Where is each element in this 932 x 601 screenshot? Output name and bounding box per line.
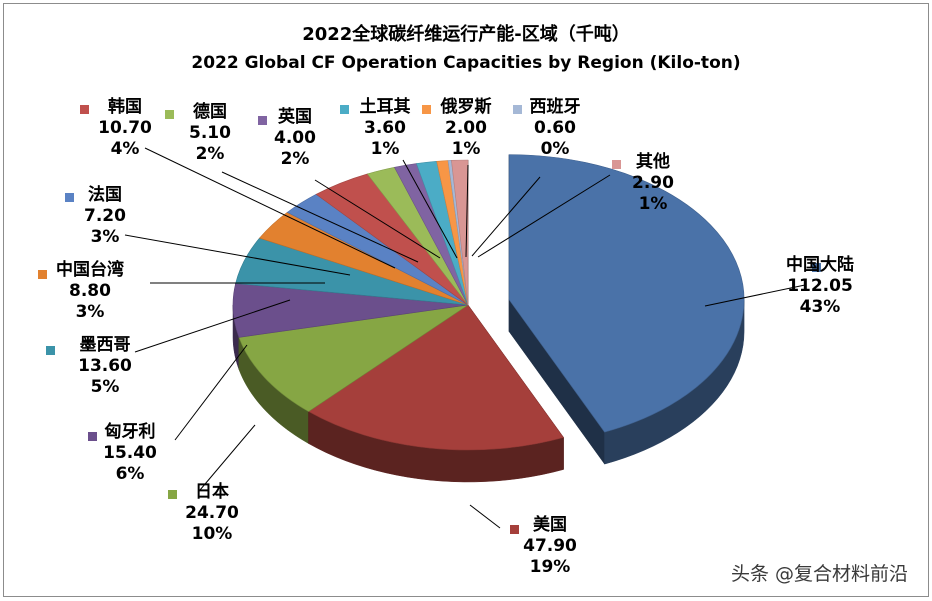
slice-label-value: 13.60 xyxy=(78,356,132,376)
slice-label-value: 5.10 xyxy=(189,123,231,143)
slice-label-name: 匈牙利 xyxy=(104,421,156,442)
leader-line xyxy=(477,174,611,258)
leader-line xyxy=(134,299,291,353)
slice-label-pct: 43% xyxy=(800,297,841,317)
label-swatch xyxy=(513,105,522,114)
slice-label-name: 墨西哥 xyxy=(80,335,131,355)
slice-label-name: 德国 xyxy=(193,101,227,122)
slice-label-name: 中国大陆 xyxy=(786,254,854,275)
slice-label-value: 47.90 xyxy=(523,536,577,556)
label-swatch xyxy=(612,160,621,169)
slice-label-pct: 1% xyxy=(452,139,481,159)
pie-tops xyxy=(232,154,745,451)
leader-line xyxy=(469,504,501,529)
label-swatch xyxy=(65,193,74,202)
label-swatch xyxy=(46,346,55,355)
slice-label-value: 8.80 xyxy=(69,281,111,301)
slice-1 xyxy=(308,304,565,451)
label-swatch xyxy=(168,490,177,499)
slice-label-value: 7.20 xyxy=(84,206,126,226)
slice-label-name: 韩国 xyxy=(108,96,142,117)
slice-label-pct: 2% xyxy=(281,149,310,169)
slice-label-name: 土耳其 xyxy=(360,96,411,117)
leader-line xyxy=(704,284,806,307)
leader-line xyxy=(314,179,441,259)
slice-label-value: 4.00 xyxy=(274,128,316,148)
slice-label-pct: 0% xyxy=(541,139,570,159)
label-swatch xyxy=(422,105,431,114)
slice-13 xyxy=(451,159,469,306)
slice-2 xyxy=(238,304,469,412)
leader-line xyxy=(124,234,351,276)
slice-label-name: 中国台湾 xyxy=(56,259,124,280)
label-swatch xyxy=(80,105,89,114)
slice-label-pct: 2% xyxy=(196,144,225,164)
slice-label-pct: 1% xyxy=(371,139,400,159)
slice-label-value: 10.70 xyxy=(98,118,152,138)
watermark: 头条 @复合材料前沿 xyxy=(731,563,908,585)
slice-0 xyxy=(508,154,745,433)
leader-line xyxy=(174,344,248,441)
slice-label-name: 日本 xyxy=(195,481,229,502)
chart-title: 2022全球碳纤维运行产能-区域（千吨） xyxy=(302,23,630,45)
slice-label-value: 2.90 xyxy=(632,173,674,193)
label-swatch xyxy=(165,110,174,119)
leader-line xyxy=(144,147,396,269)
leader-line xyxy=(402,159,458,259)
slice-label-pct: 4% xyxy=(111,139,140,159)
slice-label-value: 112.05 xyxy=(787,276,853,296)
label-swatch xyxy=(88,432,97,441)
slice-label-name: 美国 xyxy=(533,514,567,535)
leader-line xyxy=(465,164,469,258)
label-swatch xyxy=(340,105,349,114)
slice-label-pct: 10% xyxy=(192,524,233,544)
slice-label-name: 英国 xyxy=(278,106,312,127)
leader-line xyxy=(471,176,541,257)
leader-line xyxy=(199,424,256,491)
slice-label-name: 法国 xyxy=(88,184,122,205)
leader-line xyxy=(221,171,419,263)
label-swatch xyxy=(510,525,519,534)
slice-label-value: 2.00 xyxy=(445,118,487,138)
slice-label-pct: 3% xyxy=(76,302,105,322)
label-swatch xyxy=(812,263,821,272)
chart-subtitle: 2022 Global CF Operation Capacities by R… xyxy=(191,53,740,73)
label-swatch xyxy=(258,116,267,125)
slice-label-pct: 6% xyxy=(116,464,145,484)
slice-label-name: 其他 xyxy=(636,151,670,172)
slice-label-pct: 5% xyxy=(91,377,120,397)
slice-label-value: 3.60 xyxy=(364,118,406,138)
slice-label-pct: 1% xyxy=(639,194,668,214)
slice-label-value: 15.40 xyxy=(103,443,157,463)
slice-label-pct: 3% xyxy=(91,227,120,247)
leader-lines xyxy=(124,147,806,529)
slice-label-name: 俄罗斯 xyxy=(440,96,492,117)
slice-label-name: 西班牙 xyxy=(530,97,581,117)
label-swatch xyxy=(38,270,47,279)
slice-label-pct: 19% xyxy=(530,557,571,577)
slice-label-value: 0.60 xyxy=(534,118,576,138)
slice-label-value: 24.70 xyxy=(185,503,239,523)
